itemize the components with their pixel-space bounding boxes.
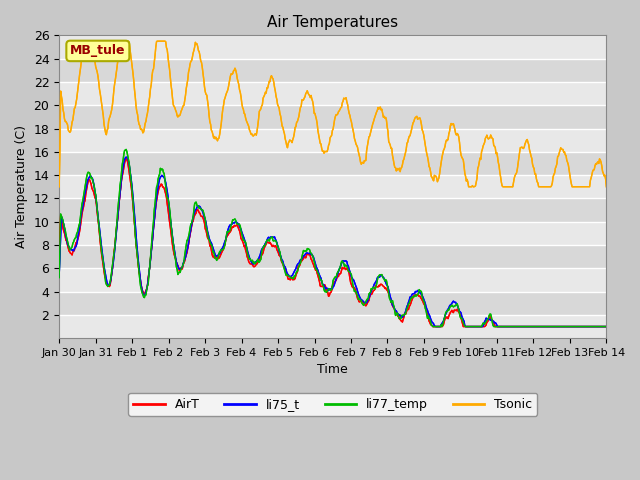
Text: MB_tule: MB_tule: [70, 45, 125, 58]
Bar: [59, 268, 606, 292]
Bar: [59, 245, 606, 268]
Bar: [59, 129, 606, 152]
Bar: [59, 198, 606, 222]
Title: Air Temperatures: Air Temperatures: [268, 15, 398, 30]
Bar: [59, 292, 606, 315]
Bar: [59, 59, 606, 82]
Bar: [59, 152, 606, 175]
Bar: [59, 222, 606, 245]
Bar: [59, 175, 606, 198]
Bar: [59, 36, 606, 59]
Bar: [59, 82, 606, 105]
X-axis label: Time: Time: [317, 363, 348, 376]
Legend: AirT, li75_t, li77_temp, Tsonic: AirT, li75_t, li77_temp, Tsonic: [128, 393, 537, 416]
Bar: [59, 105, 606, 129]
Y-axis label: Air Temperature (C): Air Temperature (C): [15, 125, 28, 248]
